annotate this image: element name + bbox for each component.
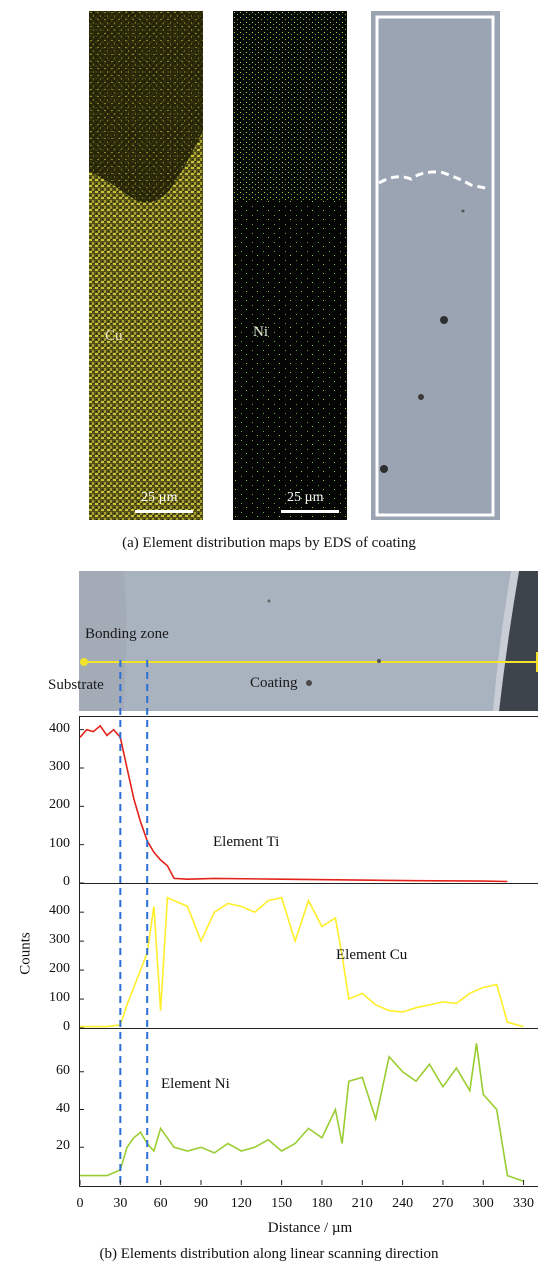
x-tick-label: 210	[351, 1196, 373, 1211]
ni-y-tick-label: 60	[56, 1062, 70, 1078]
x-tick-label: 0	[76, 1196, 84, 1211]
ni-map-label: Ni	[253, 324, 268, 340]
ti-y-tick-label: 100	[49, 835, 70, 851]
line-scan-image-overlay	[79, 571, 538, 711]
cu-map-label: Cu	[105, 328, 123, 344]
x-tick-label: 270	[432, 1196, 454, 1211]
ti-y-tick-label: 0	[63, 874, 70, 889]
coating-label: Coating	[250, 675, 298, 691]
cu-y-tick-label: 400	[49, 903, 70, 919]
ni-map-texture	[233, 11, 347, 520]
ti-y-tick-label: 300	[49, 759, 70, 774]
x-axis-label: Distance / µm	[267, 1220, 353, 1236]
cu-map-texture	[89, 11, 203, 520]
cu-y-tick-label: 100	[49, 990, 70, 1006]
x-tick-label: 330	[513, 1196, 535, 1211]
caption-b: (b) Elements distribution along linear s…	[99, 1246, 439, 1262]
x-tick-label: 60	[153, 1196, 168, 1211]
x-tick-label: 120	[230, 1196, 252, 1211]
x-tick-label: 90	[193, 1196, 208, 1211]
ni-y-tick-label: 40	[56, 1100, 70, 1116]
line-scan-image	[79, 571, 538, 711]
y-axis-label: Counts	[17, 932, 34, 975]
x-tick-label: 30	[113, 1196, 128, 1211]
ni-scalebar-text: 25 µm	[287, 490, 324, 505]
cu-series-label: Element Cu	[336, 947, 408, 963]
cu-map	[89, 11, 203, 520]
caption-a: (a) Element distribution maps by EDS of …	[122, 535, 416, 551]
cu-y-tick-label: 300	[49, 932, 70, 948]
x-tick-label: 240	[392, 1196, 414, 1211]
ti-series-label: Element Ti	[213, 834, 280, 850]
ti-y-tick-label: 200	[49, 797, 70, 813]
ni-scalebar	[281, 510, 339, 513]
bonding-zone-label: Bonding zone	[85, 626, 169, 642]
sem-image-overlay	[375, 15, 495, 517]
cu-y-tick-label: 0	[63, 1019, 70, 1034]
ni-series-label: Element Ni	[161, 1076, 230, 1092]
cu-panel	[79, 883, 538, 1030]
ti-y-tick-label: 400	[49, 720, 70, 736]
sem-image	[371, 11, 500, 520]
ni-y-tick-label: 20	[56, 1138, 70, 1154]
x-tick-label: 150	[271, 1196, 293, 1211]
substrate-label: Substrate	[48, 677, 104, 693]
cu-scalebar-text: 25 µm	[141, 490, 178, 505]
cu-scalebar	[135, 510, 193, 513]
cu-y-tick-label: 200	[49, 961, 70, 977]
x-tick-label: 180	[311, 1196, 333, 1211]
ni-panel	[79, 1028, 538, 1187]
ni-map	[233, 11, 347, 520]
ti-panel	[79, 716, 538, 885]
x-tick-label: 300	[472, 1196, 494, 1211]
